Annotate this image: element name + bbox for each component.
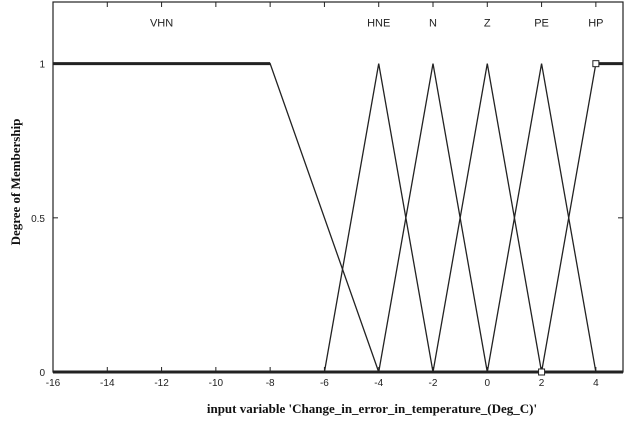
selection-marker: [538, 368, 546, 376]
y-tick-label: 1: [39, 60, 45, 71]
x-tick-label: -16: [46, 378, 61, 389]
x-tick-label: 2: [539, 378, 545, 389]
membership-label-hne: HNE: [367, 18, 390, 30]
x-tick-label: -8: [266, 378, 275, 389]
x-tick-label: 4: [593, 378, 599, 389]
y-tick-label: 0.5: [31, 214, 45, 225]
membership-label-n: N: [429, 18, 437, 30]
membership-label-z: Z: [484, 18, 491, 30]
y-axis-title: Degree of Membership: [8, 119, 23, 246]
x-tick-label: -12: [154, 378, 169, 389]
membership-line-z: [432, 63, 543, 373]
membership-label-pe: PE: [534, 18, 549, 30]
selection-marker: [592, 60, 600, 68]
membership-label-vhn: VHN: [150, 18, 173, 30]
membership-line-pe: [486, 63, 597, 373]
membership-line-hne: [323, 63, 434, 373]
x-tick-label: -2: [429, 378, 438, 389]
membership-label-hp: HP: [588, 18, 603, 30]
x-tick-label: -6: [320, 378, 329, 389]
x-tick-label: 0: [485, 378, 491, 389]
y-tick-label: 0: [39, 368, 45, 379]
plot-area: -16 -14 -12 -10 -8 -6 -4 -2 0 2 4 0 0.5 1 VHN HNE N Z PE HP: [31, 1, 624, 389]
membership-line-n: [378, 63, 488, 373]
x-tick-label: -4: [374, 378, 383, 389]
x-tick-label: -10: [209, 378, 224, 389]
x-tick-label: -14: [100, 378, 115, 389]
x-axis-title: input variable 'Change_in_error_in_tempe…: [207, 401, 537, 416]
